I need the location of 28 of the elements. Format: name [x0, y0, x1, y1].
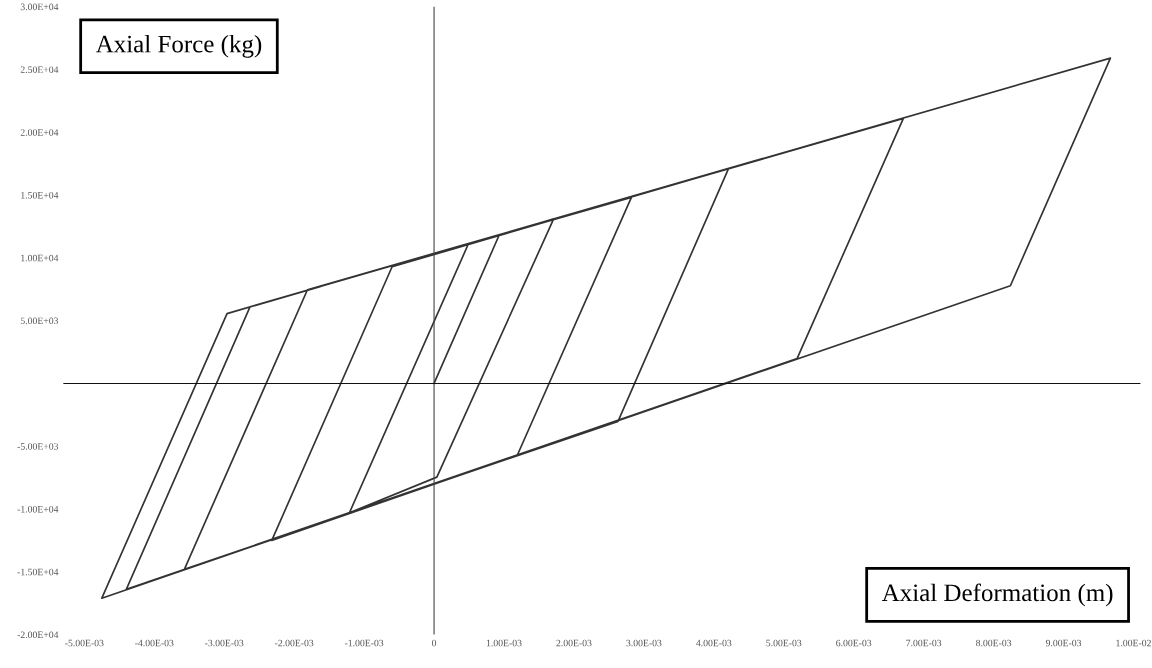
y-tick-label: 2.50E+04 — [20, 66, 59, 73]
x-tick-label: 5.00E-03 — [766, 639, 802, 647]
x-tick-label: 1.00E-02 — [1116, 639, 1151, 647]
x-tick-label: 9.00E-03 — [1045, 639, 1082, 647]
x-tick-label: 2.00E-03 — [556, 639, 592, 647]
x-tick-label: 1.00E-03 — [486, 639, 522, 647]
y-tick-label: -2.00E+04 — [17, 631, 59, 639]
y-tick-label: 1.50E+04 — [21, 191, 59, 199]
x-tick-label: -1.00E-03 — [344, 639, 384, 647]
x-tick-label: 8.00E-03 — [976, 639, 1012, 647]
y-tick-label: -1.50E+04 — [17, 568, 59, 576]
y-tick-label: 3.00E+04 — [20, 3, 59, 11]
y-axis-title: Axial Force (kg) — [95, 34, 262, 58]
x-tick-label: 6.00E-03 — [836, 639, 872, 647]
y-tick-label: 2.00E+04 — [20, 129, 59, 136]
y-tick-label: 5.00E+03 — [20, 317, 59, 325]
x-tick-label: 3.00E-03 — [626, 639, 662, 647]
x-axis-title: Axial Deformation (m) — [881, 583, 1113, 607]
x-tick-label: -2.00E-03 — [274, 639, 314, 647]
x-tick-label: 4.00E-03 — [696, 639, 732, 647]
y-tick-label: -1.00E+04 — [17, 505, 59, 513]
x-tick-label: 0 — [432, 639, 437, 647]
y-tick-label: 1.00E+04 — [21, 254, 59, 262]
x-tick-label: 7.00E-03 — [906, 639, 942, 647]
x-tick-label: -3.00E-03 — [205, 639, 244, 647]
x-tick-label: -5.00E-03 — [65, 639, 104, 647]
y-tick-label: -5.00E+03 — [17, 443, 59, 450]
x-tick-label: -4.00E-03 — [135, 639, 174, 647]
